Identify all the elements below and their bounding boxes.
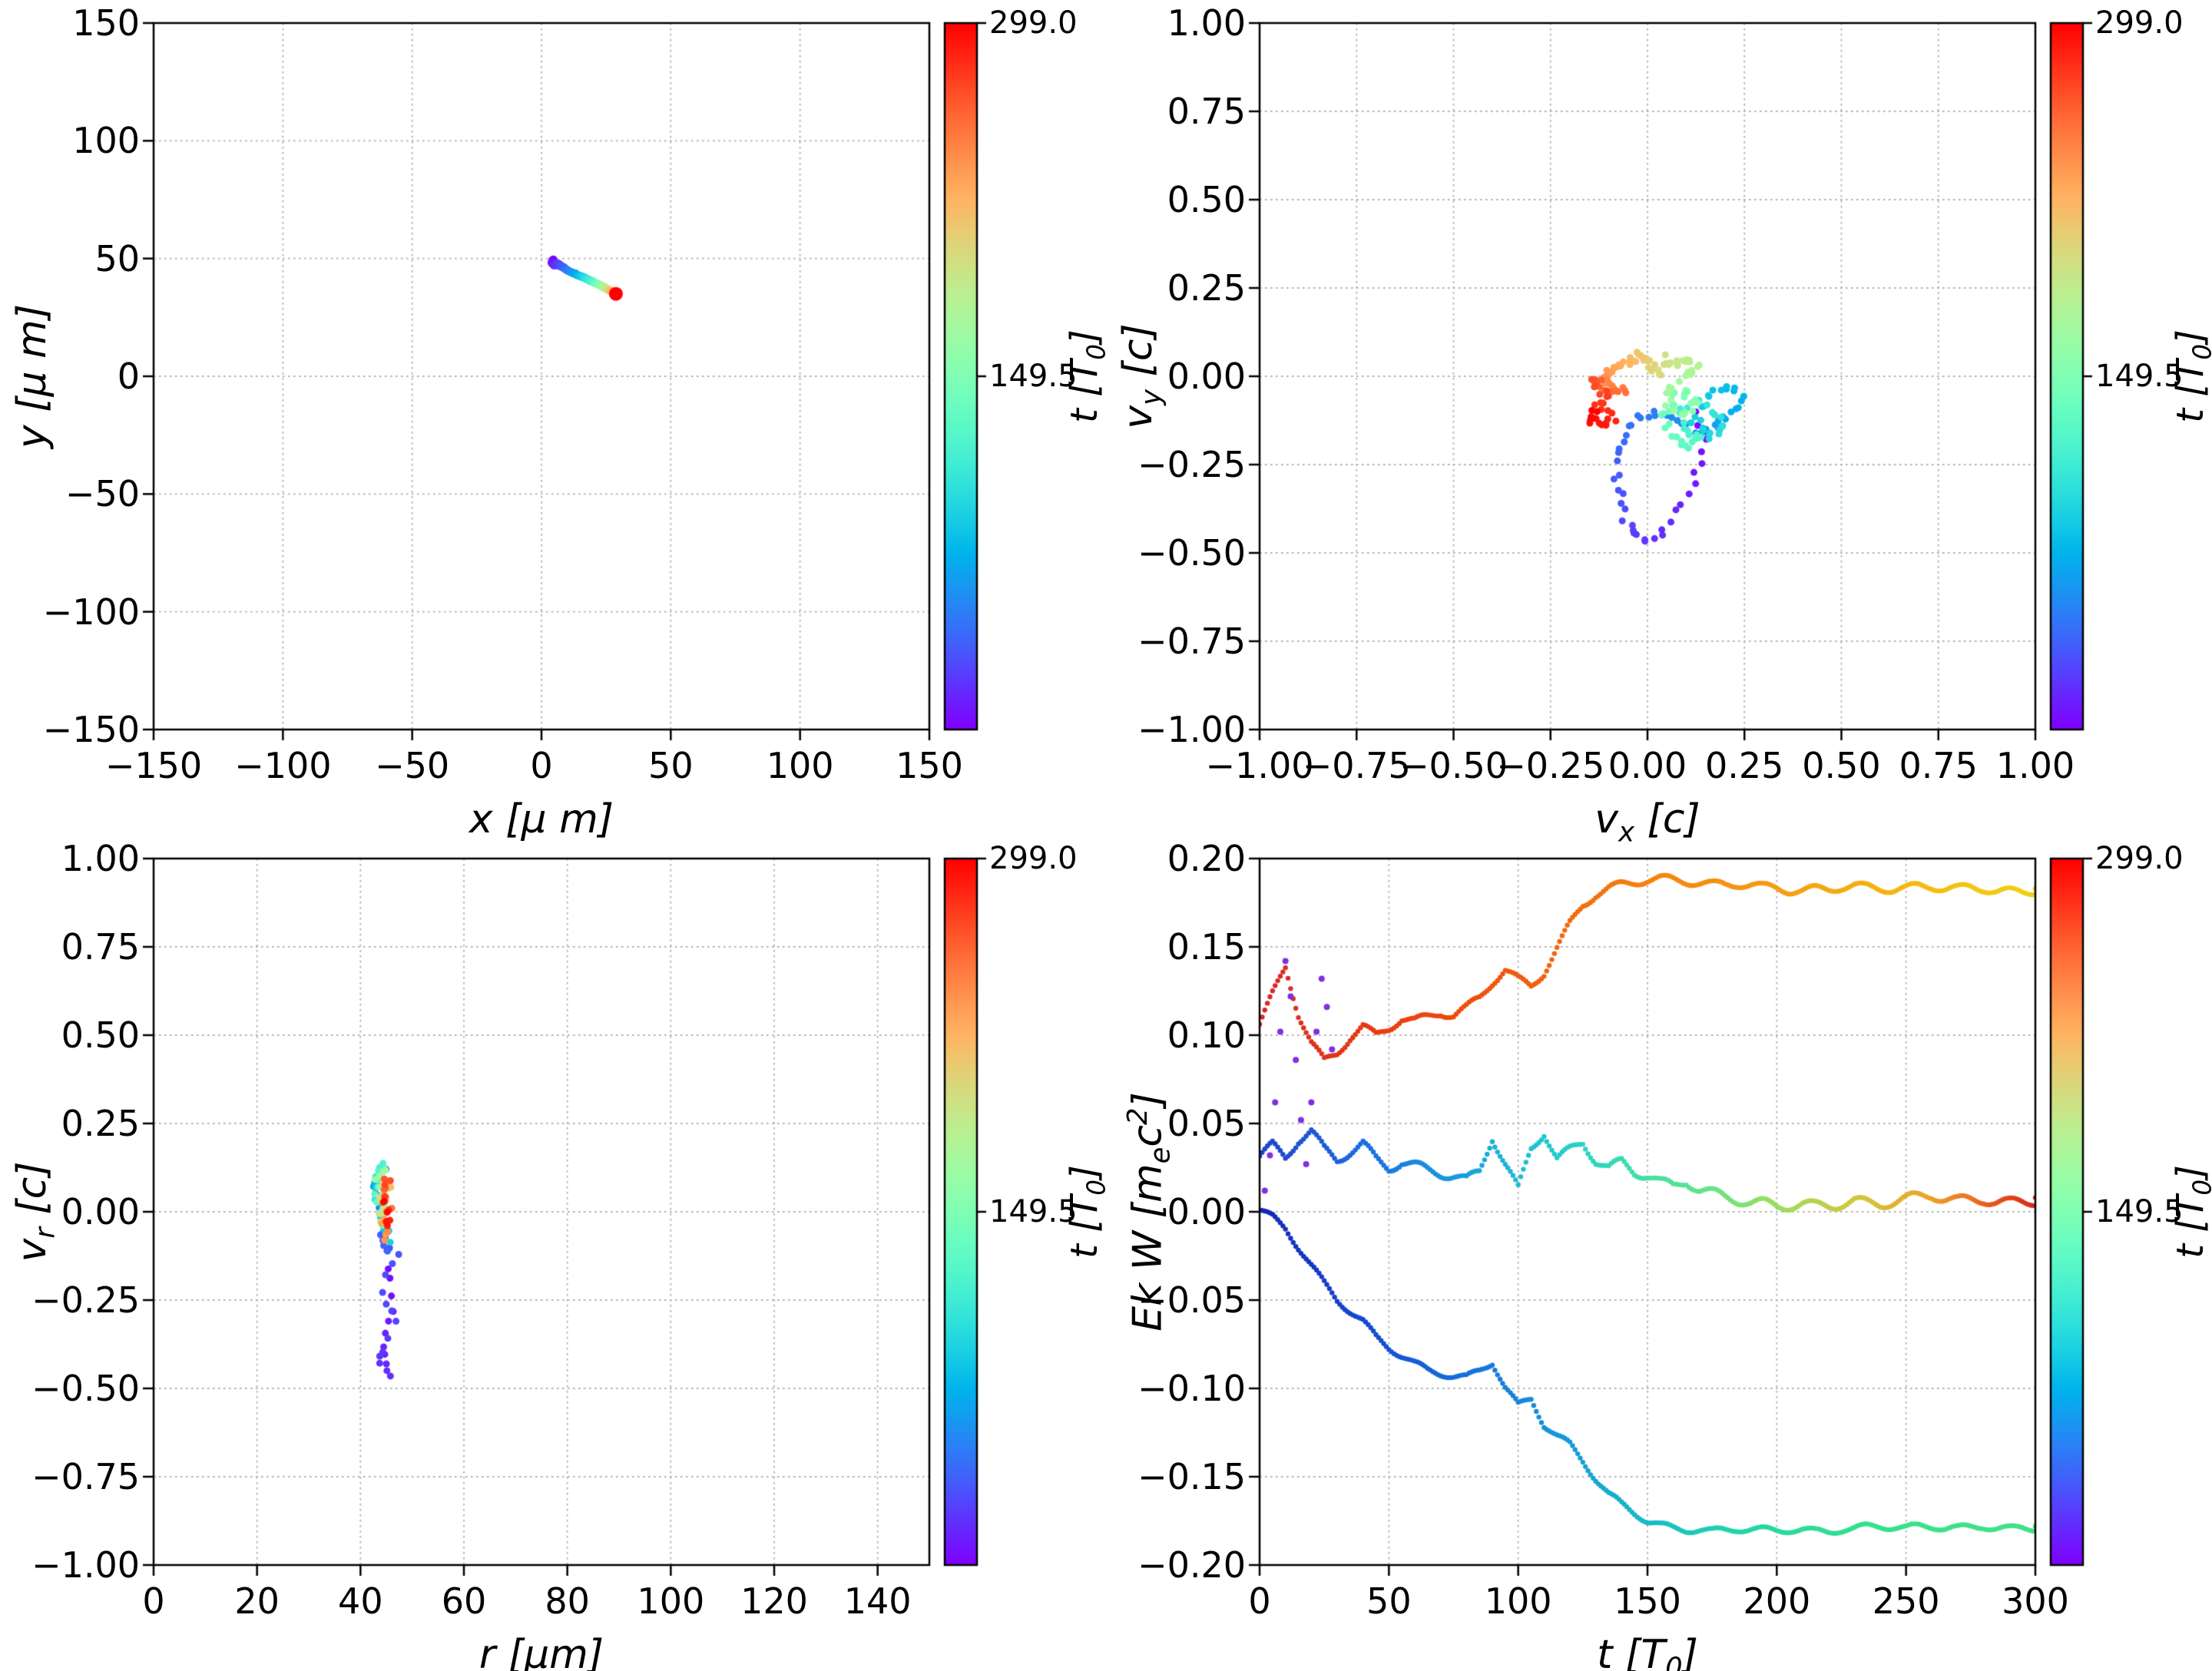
x-axis-label: x [μ m] xyxy=(469,796,614,842)
colorbar-tick-label: 299.0 xyxy=(989,5,1078,41)
vx-vy-plot-canvas xyxy=(1106,0,2212,836)
x-tick-label: 40 xyxy=(338,1580,383,1622)
x-tick-label: 0.75 xyxy=(1899,745,1978,786)
y-tick-label: 0.50 xyxy=(61,1014,140,1056)
colorbar-tick-label: 299.0 xyxy=(2095,841,2184,876)
y-tick-label: 0.25 xyxy=(61,1103,140,1144)
y-tick-label: −150 xyxy=(42,709,140,750)
y-tick-label: −50 xyxy=(65,473,140,515)
x-tick-label: 20 xyxy=(234,1580,280,1622)
y-tick-label: −1.00 xyxy=(31,1544,140,1586)
x-tick-label: −0.75 xyxy=(1302,745,1411,786)
x-axis-label: r [μm] xyxy=(478,1632,604,1671)
colorbar-tick-label: 299.0 xyxy=(989,841,1078,876)
colorbar-tick-label: 149.5 xyxy=(2095,359,2184,394)
y-tick-label: −1.00 xyxy=(1137,709,1246,750)
y-tick-label: −0.50 xyxy=(1137,532,1246,574)
x-tick-label: 300 xyxy=(2002,1580,2069,1622)
x-tick-label: 80 xyxy=(545,1580,590,1622)
x-tick-label: 1.00 xyxy=(1995,745,2075,786)
y-tick-label: 0.05 xyxy=(1167,1103,1246,1144)
x-tick-label: −150 xyxy=(104,745,203,786)
y-tick-label: 0.00 xyxy=(1167,1191,1246,1233)
y-tick-label: 150 xyxy=(72,2,140,44)
xy-plot-canvas xyxy=(0,0,1106,836)
y-tick-label: 50 xyxy=(94,237,140,280)
subplot-r-vr: r [μm] vr [c] t [T0] 0 20 40 60 80 100 120 140−… xyxy=(0,836,1111,1671)
y-tick-label: −0.25 xyxy=(31,1279,140,1321)
colorbar-tick-label: 149.5 xyxy=(989,1194,1078,1229)
y-tick-label: −0.75 xyxy=(31,1456,140,1497)
y-tick-label: 0.10 xyxy=(1167,1014,1246,1056)
x-tick-label: 250 xyxy=(1872,1580,1940,1622)
energy-time-plot-canvas xyxy=(1106,836,2212,1671)
x-tick-label: −100 xyxy=(234,745,332,786)
colorbar-tick-label: 149.5 xyxy=(989,359,1078,394)
colorbar-tick-label: 299.0 xyxy=(2095,5,2184,41)
y-tick-label: −0.10 xyxy=(1137,1368,1246,1409)
x-tick-label: 150 xyxy=(896,745,963,786)
y-tick-label: −0.50 xyxy=(31,1368,140,1409)
x-tick-label: 0.50 xyxy=(1802,745,1881,786)
y-tick-label: −0.15 xyxy=(1137,1456,1246,1497)
x-tick-label: 0.25 xyxy=(1705,745,1784,786)
x-tick-label: 100 xyxy=(637,1580,705,1622)
x-tick-label: 50 xyxy=(648,745,694,786)
y-tick-label: 1.00 xyxy=(1167,2,1246,44)
subplot-energy-time: t [T0] Ek W [mec2] t [T0] 05010015020025… xyxy=(1106,836,2212,1671)
y-tick-label: 1.00 xyxy=(61,838,140,879)
y-tick-label: −0.75 xyxy=(1137,620,1246,662)
r-vr-plot-canvas xyxy=(0,836,1106,1671)
y-tick-label: −0.20 xyxy=(1137,1544,1246,1586)
x-tick-label: −0.25 xyxy=(1496,745,1605,786)
y-tick-label: −0.05 xyxy=(1137,1279,1246,1321)
y-tick-label: 0.50 xyxy=(1167,179,1246,220)
x-tick-label: 60 xyxy=(441,1580,487,1622)
y-tick-label: 0.75 xyxy=(61,926,140,968)
x-tick-label: 100 xyxy=(1484,1580,1552,1622)
x-tick-label: −1.00 xyxy=(1205,745,1314,786)
y-tick-label: 0 xyxy=(117,356,140,397)
colorbar-tick-label: 149.5 xyxy=(2095,1194,2184,1229)
x-tick-label: −0.50 xyxy=(1399,745,1508,786)
subplot-vx-vy: vx [c] vy [c] t [T0] −1.00−0.75−0.50−0.2… xyxy=(1106,0,2212,848)
x-tick-label: 0.00 xyxy=(1608,745,1687,786)
y-tick-label: 0.75 xyxy=(1167,91,1246,132)
subplot-xy: x [μ m] y [μ m] t [T0] −150 −100 −50 0 50 100… xyxy=(0,0,1111,842)
x-tick-label: 100 xyxy=(766,745,834,786)
y-tick-label: −0.25 xyxy=(1137,444,1246,485)
x-axis-label: t [T0] xyxy=(1597,1632,1698,1671)
y-tick-label: 0.15 xyxy=(1167,926,1246,968)
x-tick-label: 50 xyxy=(1366,1580,1412,1622)
x-tick-label: 200 xyxy=(1743,1580,1811,1622)
y-tick-label: 100 xyxy=(72,120,140,162)
y-tick-label: 0.00 xyxy=(1167,356,1246,397)
y-tick-label: 0.00 xyxy=(61,1191,140,1233)
x-tick-label: 0 xyxy=(1248,1580,1271,1622)
y-tick-label: 0.20 xyxy=(1167,838,1246,879)
x-axis-label: vx [c] xyxy=(1594,796,1700,849)
x-tick-label: 150 xyxy=(1614,1580,1681,1622)
y-tick-label: 0.25 xyxy=(1167,267,1246,309)
x-tick-label: 0 xyxy=(530,745,553,786)
x-tick-label: 140 xyxy=(843,1580,912,1622)
x-tick-label: 0 xyxy=(142,1580,165,1622)
x-tick-label: −50 xyxy=(375,745,450,786)
x-tick-label: 120 xyxy=(740,1580,808,1622)
y-tick-label: −100 xyxy=(42,591,140,633)
